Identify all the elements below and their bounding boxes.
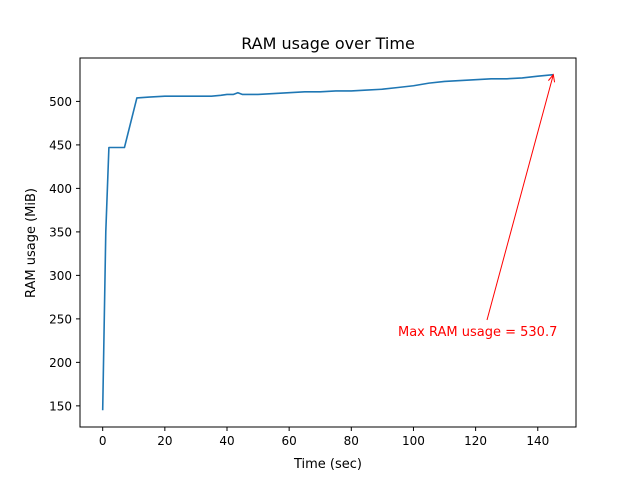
axes-frame [79,57,577,428]
y-tick-label: 250 [49,312,72,326]
annotation-arrow [486,74,554,321]
x-tick-label: 120 [464,434,487,448]
x-tick-label: 40 [219,434,234,448]
y-tick-label: 500 [49,95,72,109]
y-tick-label: 400 [49,182,72,196]
x-tick-label: 100 [402,434,425,448]
x-tick-label: 60 [282,434,297,448]
annotation-label: Max RAM usage = 530.7 [398,325,557,340]
x-tick-label: 80 [344,434,359,448]
y-tick-label: 350 [49,225,72,239]
x-tick-label: 140 [526,434,549,448]
annotation-arrowhead [548,73,556,83]
y-axis-label: RAM usage (MiB) [24,188,39,298]
y-tick-label: 300 [49,269,72,283]
chart-title: RAM usage over Time [241,34,415,53]
y-tick-label: 450 [49,138,72,152]
x-axis-label: Time (sec) [293,457,362,472]
series-line [101,73,554,411]
x-tick-label: 20 [157,434,172,448]
y-tick-label: 150 [49,399,72,413]
x-tick-label: 0 [99,434,107,448]
plot-area: 0 20 40 60 80 100 120 140 150 200 250 300 350 400 450 5… [49,57,577,448]
y-tick-label: 200 [49,356,72,370]
